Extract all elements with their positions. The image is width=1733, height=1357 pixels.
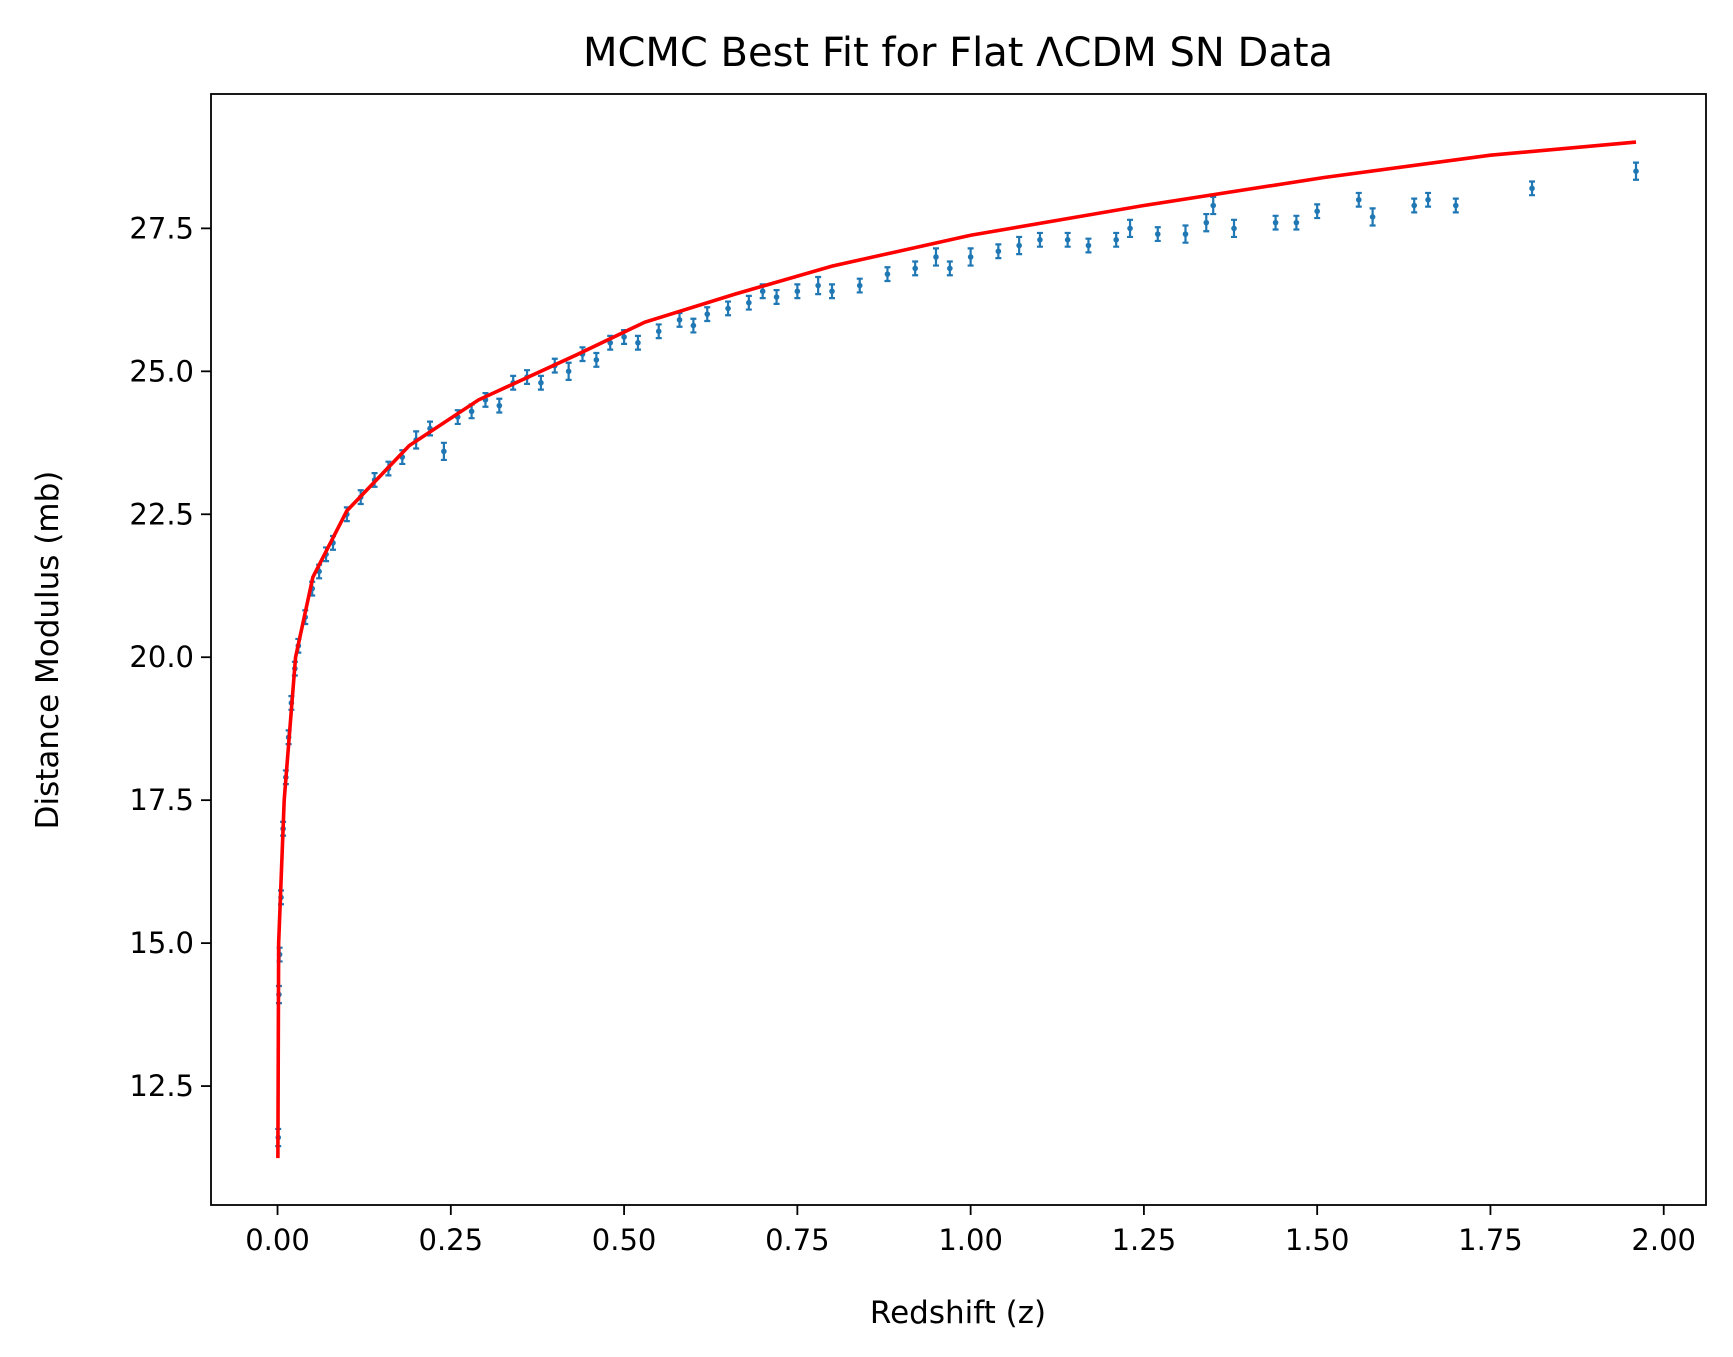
data-point: [1369, 214, 1376, 220]
x-tick-label: 1.00: [938, 1223, 1003, 1257]
x-tick-label: 0.50: [592, 1223, 657, 1257]
y-tick-label: 17.5: [129, 783, 194, 817]
y-tick-label: 27.5: [129, 211, 194, 245]
data-point: [794, 288, 801, 295]
data-point: [1113, 237, 1119, 243]
data-point: [1452, 202, 1459, 209]
data-point: [1529, 185, 1535, 192]
data-point: [704, 311, 711, 317]
data-point: [1016, 242, 1022, 249]
data-point: [1425, 196, 1431, 203]
x-axis-label: Redshift (z): [870, 1295, 1046, 1331]
x-tick-label: 1.50: [1285, 1223, 1350, 1257]
data-point: [947, 265, 953, 272]
data-point: [933, 254, 939, 260]
data-point: [1231, 225, 1237, 232]
data-point: [496, 402, 503, 409]
data-point: [538, 379, 544, 386]
x-tick-label: 0.75: [765, 1223, 830, 1257]
data-point: [815, 282, 821, 289]
y-tick-label: 20.0: [129, 640, 194, 674]
data-point: [1355, 196, 1362, 203]
data-point: [1411, 202, 1418, 209]
chart-title: MCMC Best Fit for Flat ΛCDM SN Data: [583, 30, 1333, 76]
data-point: [690, 322, 697, 329]
fit-line: [276, 140, 1637, 1159]
data-point: [676, 317, 683, 323]
data-point: [441, 448, 447, 455]
data-point: [593, 357, 600, 363]
data-point: [1210, 202, 1217, 209]
data-point: [746, 299, 752, 306]
x-tick-label: 0.00: [245, 1223, 310, 1257]
data-point: [1154, 231, 1161, 237]
data-point: [1314, 208, 1320, 215]
x-tick-label: 1.75: [1458, 1223, 1523, 1257]
data-point: [635, 339, 641, 346]
y-axis-label: Distance Modulus (mb): [30, 471, 66, 830]
data-point: [1293, 219, 1300, 226]
data-point: [725, 305, 731, 312]
data-point: [759, 288, 766, 295]
x-tick-label: 0.25: [419, 1223, 484, 1257]
y-tick-label: 22.5: [129, 497, 194, 531]
x-tick-label: 1.25: [1112, 1223, 1177, 1257]
data-point: [967, 254, 974, 260]
y-tick-label: 15.0: [129, 926, 194, 960]
data-point: [468, 408, 475, 415]
data-point: [1064, 237, 1071, 243]
plot-frame: [210, 93, 1707, 1206]
data-point: [773, 294, 780, 300]
data-point: [565, 368, 572, 375]
data-point: [829, 288, 835, 295]
data-point: [995, 248, 1002, 255]
x-tick-label: 2.00: [1631, 1223, 1696, 1257]
data-point: [1182, 231, 1189, 237]
data-point: [1037, 237, 1043, 243]
data-point: [655, 328, 662, 335]
data-point: [1272, 219, 1279, 226]
data-point: [1127, 225, 1133, 232]
y-tick-label: 12.5: [129, 1069, 194, 1103]
data-point: [1085, 242, 1092, 249]
data-point: [912, 265, 918, 272]
data-point: [1203, 219, 1210, 226]
data-point: [884, 271, 891, 277]
data-point: [621, 334, 627, 340]
data-point: [1633, 168, 1639, 174]
data-point: [856, 282, 863, 289]
y-tick-label: 25.0: [129, 354, 194, 388]
